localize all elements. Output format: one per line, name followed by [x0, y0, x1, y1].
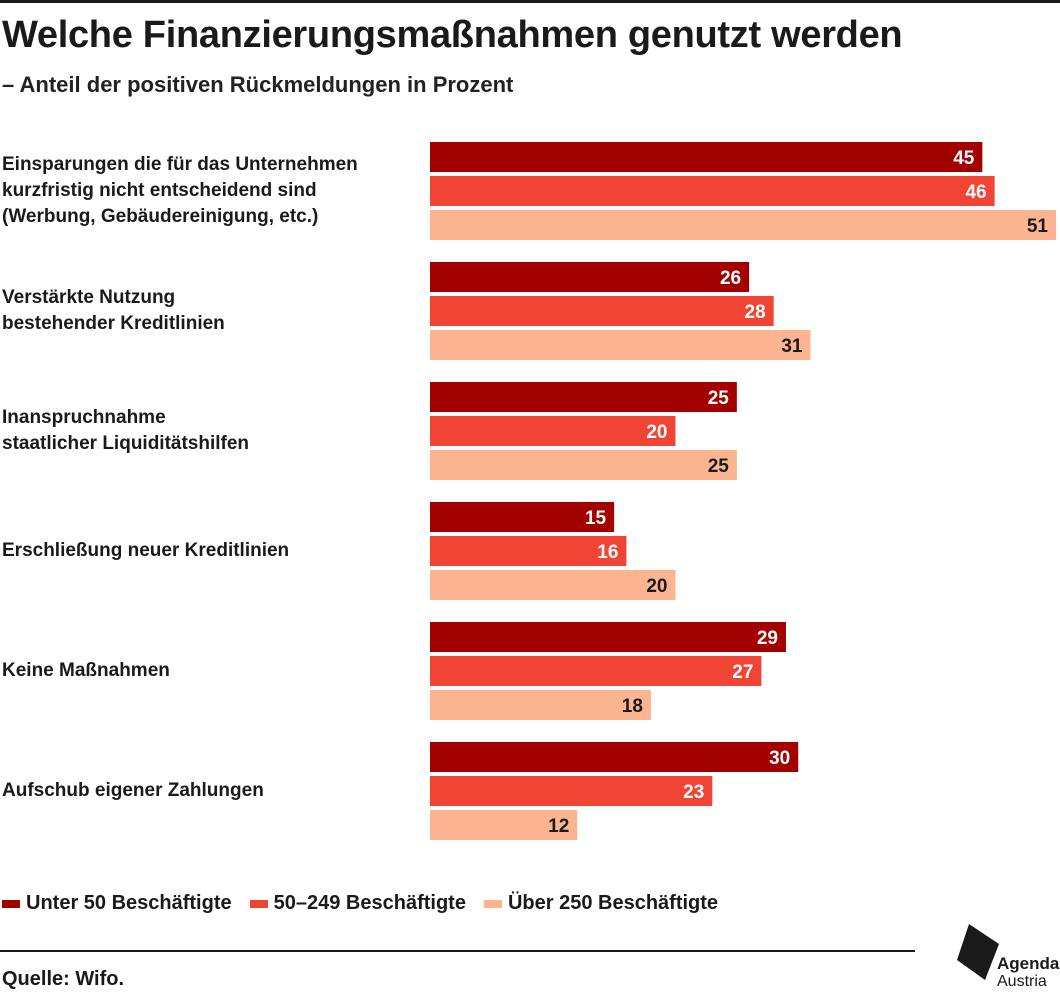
legend-swatch-series-1: [2, 899, 20, 908]
legend: Unter 50 Beschäftigte 50–249 Beschäftigt…: [2, 892, 736, 915]
category-label-line: Einsparungen die für das Unternehmen: [2, 154, 358, 175]
top-rule: [0, 0, 1060, 3]
bar-cat5-series1: [430, 622, 786, 652]
data-label-cat5-series2: 27: [732, 662, 753, 683]
bar-cat6-series1: [430, 742, 799, 772]
data-label-cat6-series2: 23: [683, 782, 704, 803]
data-label-cat4-series1: 15: [585, 508, 607, 529]
logo-text-agenda: Agenda: [997, 954, 1060, 973]
legend-swatch-series-2: [249, 899, 268, 908]
category-label-line: Inanspruchnahme: [2, 407, 166, 428]
legend-label-series-3: Über 250 Beschäftigte: [507, 892, 719, 914]
bottom-rule: [0, 950, 915, 952]
data-label-cat1-series2: 46: [965, 182, 986, 203]
category-label-3: Inanspruchnahme staatlicher Liquiditätshi…: [2, 405, 412, 457]
data-label-cat4-series2: 16: [597, 542, 618, 563]
legend-label-series-1: Unter 50 Beschäftigte: [26, 892, 232, 914]
category-label-line: Aufschub eigener Zahlungen: [2, 780, 264, 801]
bar-cat2-series1: [430, 262, 750, 292]
bar-cat5-series3: [430, 690, 651, 720]
data-label-cat5-series3: 18: [622, 696, 643, 717]
legend-item-series-3: Über 250 Beschäftigte: [483, 892, 719, 915]
bar-cat4-series1: [430, 502, 615, 532]
bar-cat3-series3: [430, 450, 737, 480]
category-label-line: Keine Maßnahmen: [2, 660, 170, 681]
category-label-line: bestehender Kreditlinien: [2, 313, 225, 334]
bar-cat6-series3: [430, 810, 578, 840]
chart-title: Welche Finanzierungsmaßnahmen genutzt we…: [2, 14, 903, 56]
data-label-cat6-series1: 30: [769, 748, 790, 769]
data-label-cat5-series1: 29: [757, 628, 778, 649]
legend-swatch-series-3: [483, 899, 502, 908]
category-label-6: Aufschub eigener Zahlungen: [2, 778, 412, 804]
logo-text-austria: Austria: [997, 973, 1047, 990]
bar-cat6-series2: [430, 776, 713, 806]
data-label-cat1-series3: 51: [1027, 216, 1049, 237]
bar-cat5-series2: [430, 656, 762, 686]
category-label-1: Einsparungen die für das Unternehmen kurz…: [2, 152, 412, 230]
bar-cat4-series2: [430, 536, 627, 566]
source-note: Quelle: Wifo.: [2, 968, 125, 990]
bar-cat3-series1: [430, 382, 737, 412]
category-label-2: Verstärkte Nutzung bestehender Kreditlini…: [2, 285, 412, 337]
data-label-cat2-series2: 28: [745, 302, 766, 323]
category-label-line: Verstärkte Nutzung: [2, 287, 176, 308]
bar-cat1-series3: [430, 210, 1056, 240]
data-label-cat2-series1: 26: [720, 268, 741, 289]
bar-cat1-series2: [430, 176, 995, 206]
bar-cat2-series2: [430, 296, 774, 326]
bar-cat4-series3: [430, 570, 676, 600]
data-label-cat6-series3: 12: [548, 816, 569, 837]
legend-item-series-1: Unter 50 Beschäftigte: [2, 892, 232, 915]
category-label-line: (Werbung, Gebäudereinigung, etc.): [2, 206, 319, 227]
data-label-cat3-series1: 25: [708, 388, 730, 409]
bar-cat1-series1: [430, 142, 983, 172]
data-label-cat4-series3: 20: [646, 576, 667, 597]
legend-item-series-2: 50–249 Beschäftigte: [249, 892, 466, 915]
data-label-cat1-series1: 45: [953, 148, 975, 169]
category-label-4: Erschließung neuer Kreditlinien: [2, 538, 412, 564]
chart-subtitle: – Anteil der positiven Rückmeldungen in …: [2, 72, 514, 97]
agenda-austria-logo: Agenda Austria: [955, 922, 1059, 996]
bar-cat3-series2: [430, 416, 676, 446]
data-label-cat3-series2: 20: [646, 422, 667, 443]
bar-cat2-series3: [430, 330, 811, 360]
category-label-line: Erschließung neuer Kreditlinien: [2, 540, 290, 561]
agenda-austria-logo-icon: [957, 924, 999, 980]
category-label-5: Keine Maßnahmen: [2, 658, 412, 684]
legend-label-series-2: 50–249 Beschäftigte: [273, 892, 466, 914]
data-label-cat3-series3: 25: [708, 456, 730, 477]
category-label-line: kurzfristig nicht entscheidend sind: [2, 180, 317, 201]
category-label-line: staatlicher Liquiditätshilfen: [2, 433, 250, 454]
data-label-cat2-series3: 31: [781, 336, 803, 357]
